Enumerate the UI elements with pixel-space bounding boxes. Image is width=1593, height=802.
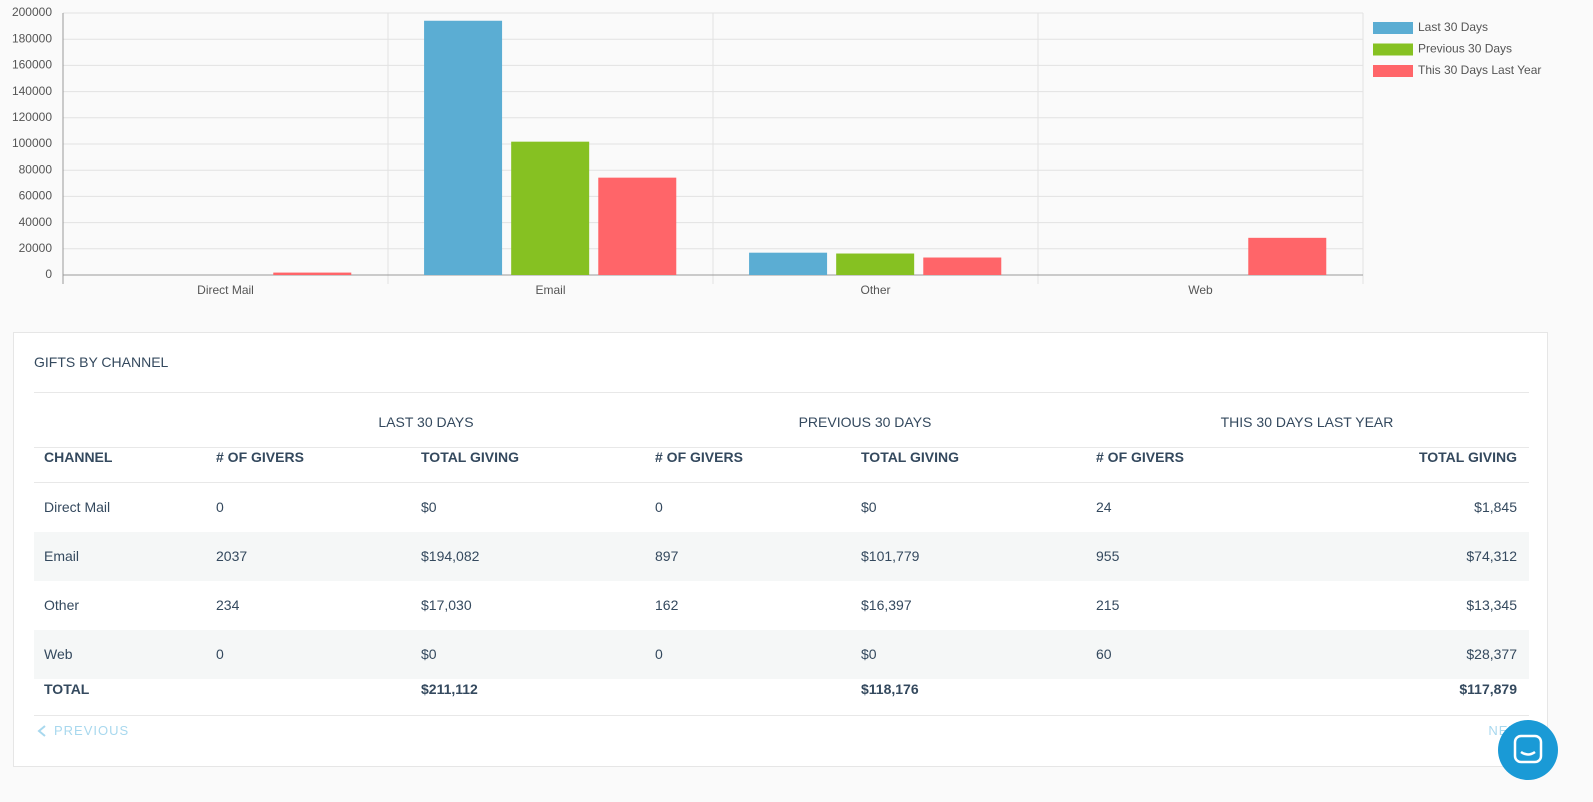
- y-tick-label: 80000: [19, 162, 53, 176]
- table-title: GIFTS BY CHANNEL: [34, 354, 169, 370]
- cell: 2037: [216, 548, 248, 564]
- divider: [34, 715, 1529, 716]
- y-tick-label: 180000: [12, 31, 52, 45]
- cell: 0: [655, 646, 663, 662]
- cell: $13,345: [1466, 597, 1517, 613]
- cell: $194,082: [421, 548, 480, 564]
- previous-button[interactable]: PREVIOUS: [54, 723, 130, 738]
- bar: [836, 253, 915, 275]
- bar: [923, 257, 1002, 275]
- cell: $1,845: [1474, 499, 1517, 515]
- y-tick-label: 160000: [12, 58, 52, 72]
- bar: [598, 177, 677, 275]
- total-value: $118,176: [861, 681, 919, 697]
- bar: [749, 252, 828, 275]
- cell: 897: [655, 548, 679, 564]
- group-header: LAST 30 DAYS: [378, 414, 474, 430]
- total-value: $211,112: [421, 681, 478, 697]
- bar: [273, 272, 352, 275]
- y-tick-label: 120000: [12, 110, 52, 124]
- divider: [34, 392, 1529, 393]
- bar: [424, 20, 503, 276]
- cell: $0: [421, 499, 437, 515]
- cell: Email: [44, 548, 80, 564]
- bar: [511, 141, 590, 275]
- cell: Other: [44, 597, 80, 613]
- column-header: TOTAL GIVING: [1418, 449, 1517, 465]
- cell: $0: [861, 646, 877, 662]
- bar: [1248, 237, 1327, 275]
- total-label: TOTAL: [44, 681, 90, 697]
- cell: 955: [1096, 548, 1120, 564]
- column-header: TOTAL GIVING: [421, 449, 520, 465]
- cell: $17,030: [421, 597, 472, 613]
- x-tick-label: Web: [1188, 283, 1213, 297]
- chart: 0 20000 40000 60000 80000 100000 120000 140000 1…: [12, 5, 1541, 297]
- cell: 0: [655, 499, 663, 515]
- divider: [34, 447, 1529, 448]
- column-header: CHANNEL: [44, 449, 113, 465]
- legend-label: Previous 30 Days: [1418, 42, 1512, 56]
- x-tick-label: Email: [535, 283, 565, 297]
- legend-swatch: [1373, 65, 1413, 77]
- cell: $16,397: [861, 597, 912, 613]
- row-stripe: [34, 532, 1529, 581]
- cell: 162: [655, 597, 679, 613]
- divider: [34, 482, 1529, 483]
- legend-swatch: [1373, 43, 1413, 56]
- cell: $0: [421, 646, 437, 662]
- legend-swatch: [1373, 22, 1413, 34]
- y-tick-label: 200000: [12, 5, 52, 19]
- cell: $0: [861, 499, 877, 515]
- cell: Direct Mail: [44, 499, 111, 515]
- table-card: GIFTS BY CHANNEL PREVIOUS NEXT LAST 30 D…: [13, 332, 1548, 767]
- chat-icon: [1513, 734, 1543, 764]
- y-tick-label: 60000: [19, 189, 53, 203]
- column-header: # OF GIVERS: [216, 449, 304, 465]
- column-header: # OF GIVERS: [1096, 449, 1184, 465]
- total-value: $117,879: [1459, 681, 1517, 697]
- chevron-left: [37, 725, 46, 737]
- x-tick-label: Direct Mail: [197, 283, 254, 297]
- legend-label: This 30 Days Last Year: [1418, 63, 1541, 77]
- y-tick-label: 40000: [19, 215, 53, 229]
- legend-label: Last 30 Days: [1418, 20, 1488, 34]
- column-header: TOTAL GIVING: [861, 449, 960, 465]
- cell: $74,312: [1466, 548, 1517, 564]
- cell: Web: [44, 646, 73, 662]
- x-tick-label: Other: [860, 283, 890, 297]
- group-header: PREVIOUS 30 DAYS: [798, 414, 932, 430]
- cell: 234: [216, 597, 240, 613]
- cell: 24: [1096, 499, 1112, 515]
- cell: 0: [216, 499, 224, 515]
- y-tick-label: 20000: [19, 241, 53, 255]
- column-header: # OF GIVERS: [655, 449, 743, 465]
- cell: $28,377: [1466, 646, 1517, 662]
- cell: $101,779: [861, 548, 920, 564]
- y-tick-label: 0: [45, 267, 52, 281]
- chat-button[interactable]: [1498, 720, 1558, 780]
- y-tick-label: 140000: [12, 84, 52, 98]
- y-tick-label: 100000: [12, 136, 52, 150]
- row-stripe: [34, 630, 1529, 679]
- cell: 215: [1096, 597, 1120, 613]
- cell: 0: [216, 646, 224, 662]
- cell: 60: [1096, 646, 1112, 662]
- group-header: THIS 30 DAYS LAST YEAR: [1220, 414, 1394, 430]
